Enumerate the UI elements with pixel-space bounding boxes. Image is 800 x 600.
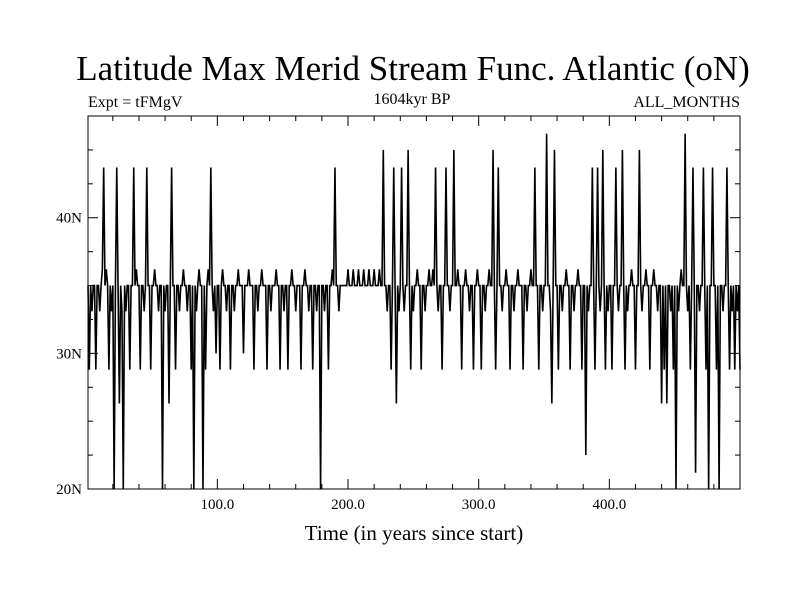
months-label: ALL_MONTHS <box>633 94 740 111</box>
time-period-label: 1604kyr BP <box>374 91 451 108</box>
x-axis-tick-labels: 100.0 200.0 300.0 400.0 <box>200 497 626 513</box>
series-line <box>87 133 741 490</box>
x-tick-label: 300.0 <box>462 497 496 513</box>
y-tick-label: 40N <box>56 211 82 227</box>
y-axis-tick-labels: 20N 30N 40N <box>56 211 82 498</box>
y-tick-label: 20N <box>56 482 82 498</box>
chart-title: Latitude Max Merid Stream Func. Atlantic… <box>76 49 750 88</box>
x-tick-label: 200.0 <box>331 497 365 513</box>
x-tick-label: 400.0 <box>592 497 626 513</box>
y-tick-label: 30N <box>56 346 82 362</box>
x-tick-label: 100.0 <box>200 497 234 513</box>
x-axis-ticks <box>112 116 715 489</box>
y-axis-ticks <box>88 149 740 490</box>
x-axis-label: Time (in years since start) <box>305 521 524 545</box>
experiment-label: Expt = tFMgV <box>88 94 183 111</box>
